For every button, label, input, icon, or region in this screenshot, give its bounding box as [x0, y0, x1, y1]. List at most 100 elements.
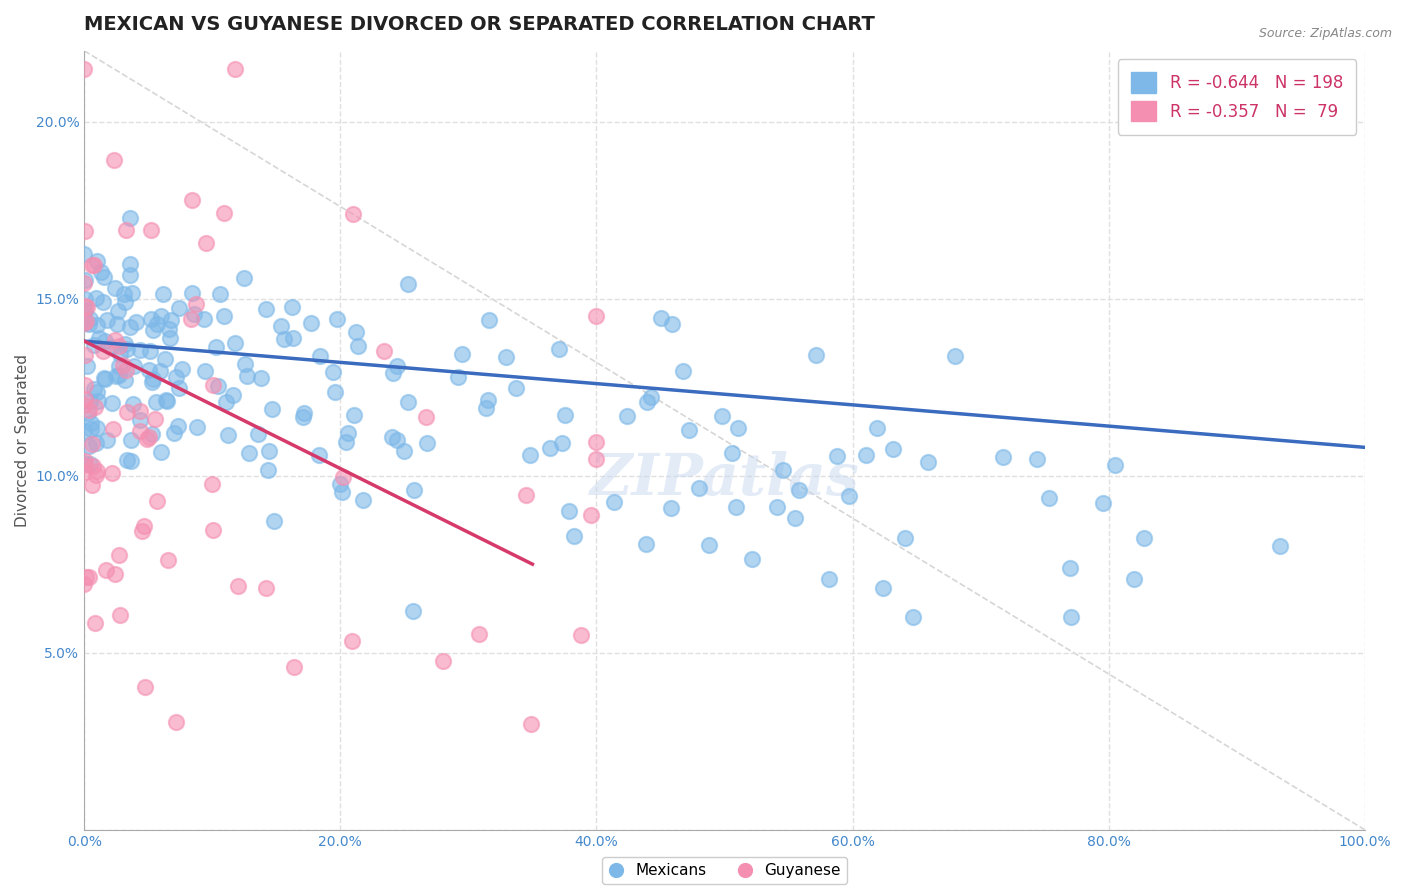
Point — [256, 463, 278, 477]
Point — [152, 287, 174, 301]
Point — [818, 572, 841, 586]
Point — [141, 311, 163, 326]
Point — [569, 628, 592, 642]
Point — [107, 303, 129, 318]
Point — [194, 364, 217, 378]
Point — [993, 450, 1015, 464]
Point — [672, 364, 695, 378]
Point — [254, 581, 277, 595]
Point — [135, 432, 157, 446]
Text: Source: ZipAtlas.com: Source: ZipAtlas.com — [1258, 27, 1392, 40]
Point — [128, 424, 150, 438]
Point — [142, 372, 165, 386]
Point — [86, 253, 108, 268]
Point — [108, 607, 131, 622]
Point — [83, 615, 105, 630]
Point — [585, 435, 607, 450]
Point — [75, 569, 97, 583]
Point — [727, 421, 749, 435]
Point — [93, 269, 115, 284]
Point — [86, 384, 108, 399]
Point — [1104, 458, 1126, 472]
Point — [73, 398, 96, 412]
Point — [159, 331, 181, 345]
Point — [100, 340, 122, 354]
Point — [519, 717, 541, 731]
Point — [120, 257, 142, 271]
Point — [634, 537, 657, 551]
Point — [115, 453, 138, 467]
Text: MEXICAN VS GUYANESE DIVORCED OR SEPARATED CORRELATION CHART: MEXICAN VS GUYANESE DIVORCED OR SEPARATE… — [84, 15, 875, 34]
Point — [103, 153, 125, 167]
Point — [548, 342, 571, 356]
Point — [80, 422, 103, 436]
Point — [115, 223, 138, 237]
Point — [186, 419, 208, 434]
Point — [447, 369, 470, 384]
Point — [80, 478, 103, 492]
Point — [114, 295, 136, 310]
Point — [247, 427, 270, 442]
Point — [340, 634, 363, 648]
Point — [332, 470, 354, 484]
Point — [131, 524, 153, 538]
Point — [903, 610, 925, 624]
Point — [882, 442, 904, 456]
Point — [193, 312, 215, 326]
Point — [76, 359, 98, 374]
Point — [207, 379, 229, 393]
Point — [238, 445, 260, 459]
Point — [772, 463, 794, 477]
Point — [283, 660, 305, 674]
Point — [766, 500, 789, 514]
Point — [866, 420, 889, 434]
Point — [101, 395, 124, 409]
Point — [115, 363, 138, 377]
Point — [785, 511, 807, 525]
Point — [585, 309, 607, 323]
Point — [80, 437, 103, 451]
Point — [212, 206, 235, 220]
Point — [157, 322, 180, 336]
Point — [270, 319, 292, 334]
Point — [83, 258, 105, 272]
Point — [1038, 491, 1060, 505]
Point — [221, 388, 243, 402]
Point — [402, 604, 425, 618]
Point — [208, 287, 231, 301]
Point — [585, 451, 607, 466]
Point — [415, 410, 437, 425]
Point — [73, 425, 96, 439]
Point — [128, 413, 150, 427]
Point — [505, 381, 527, 395]
Point — [128, 343, 150, 357]
Point — [212, 309, 235, 323]
Point — [132, 518, 155, 533]
Point — [294, 406, 316, 420]
Point — [79, 394, 101, 409]
Point — [299, 316, 322, 330]
Point — [451, 347, 474, 361]
Point — [917, 455, 939, 469]
Point — [640, 390, 662, 404]
Point — [73, 292, 96, 306]
Point — [825, 449, 848, 463]
Point — [91, 343, 114, 358]
Point — [202, 378, 225, 392]
Point — [75, 348, 97, 362]
Point — [141, 427, 163, 442]
Point — [661, 500, 683, 515]
Point — [73, 458, 96, 472]
Point — [121, 396, 143, 410]
Point — [396, 277, 419, 291]
Point — [90, 265, 112, 279]
Point — [112, 358, 135, 372]
Point — [101, 466, 124, 480]
Point — [138, 363, 160, 377]
Point — [872, 582, 894, 596]
Point — [73, 377, 96, 392]
Point — [678, 424, 700, 438]
Point — [385, 359, 408, 374]
Point — [145, 317, 167, 331]
Point — [84, 436, 107, 450]
